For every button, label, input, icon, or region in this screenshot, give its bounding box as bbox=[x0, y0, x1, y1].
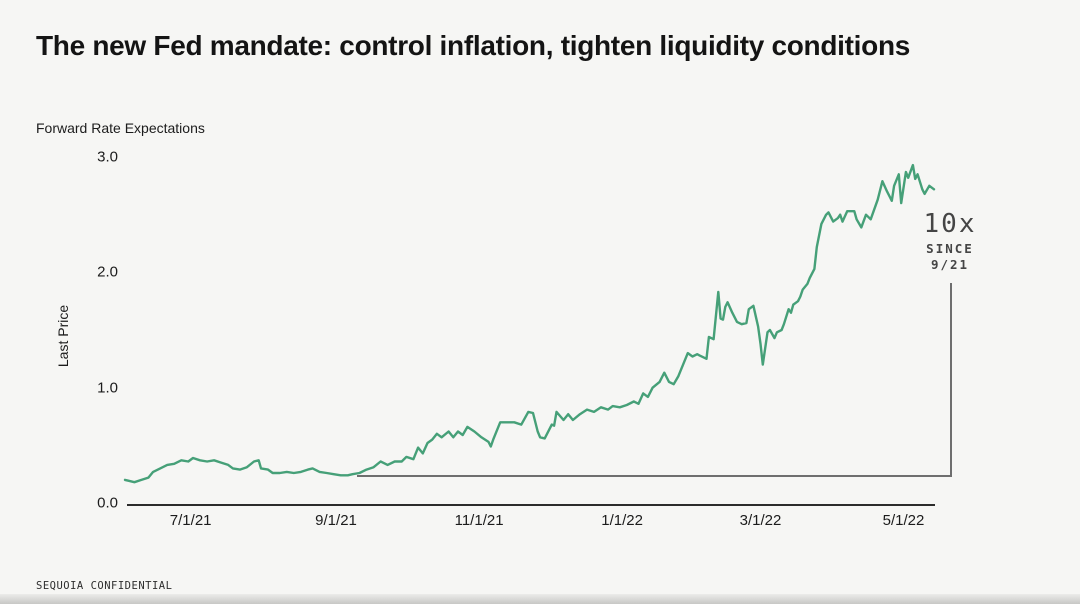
x-tick-label: 5/1/22 bbox=[882, 512, 925, 529]
annotation-bracket-horizontal-line bbox=[357, 475, 952, 477]
slide-title: The new Fed mandate: control inflation, … bbox=[36, 30, 911, 61]
x-tick-label: 11/1/21 bbox=[454, 512, 504, 529]
x-axis-line bbox=[127, 504, 935, 506]
annotation-date: 9/21 bbox=[930, 257, 970, 272]
x-tick-label: 7/1/21 bbox=[169, 512, 212, 529]
annotation-since: SINCE bbox=[926, 241, 974, 256]
y-tick-label: 2.0 bbox=[97, 263, 118, 281]
annotation-bracket-vertical-line bbox=[950, 283, 952, 476]
x-tick-label: 3/1/22 bbox=[739, 512, 782, 529]
chart-title: Forward Rate Expectations bbox=[36, 120, 205, 136]
y-tick-label: 3.0 bbox=[97, 148, 118, 166]
x-tick-label: 9/1/21 bbox=[315, 512, 357, 529]
bottom-edge-strip bbox=[0, 594, 1080, 604]
annotation-10x: 10x bbox=[923, 209, 977, 239]
confidential-footer: SEQUOIA CONFIDENTIAL bbox=[36, 580, 173, 592]
y-tick-label: 1.0 bbox=[97, 379, 118, 397]
rate-line bbox=[123, 163, 936, 484]
x-tick-label: 1/1/22 bbox=[601, 512, 643, 529]
y-tick-label: 0.0 bbox=[97, 494, 118, 512]
